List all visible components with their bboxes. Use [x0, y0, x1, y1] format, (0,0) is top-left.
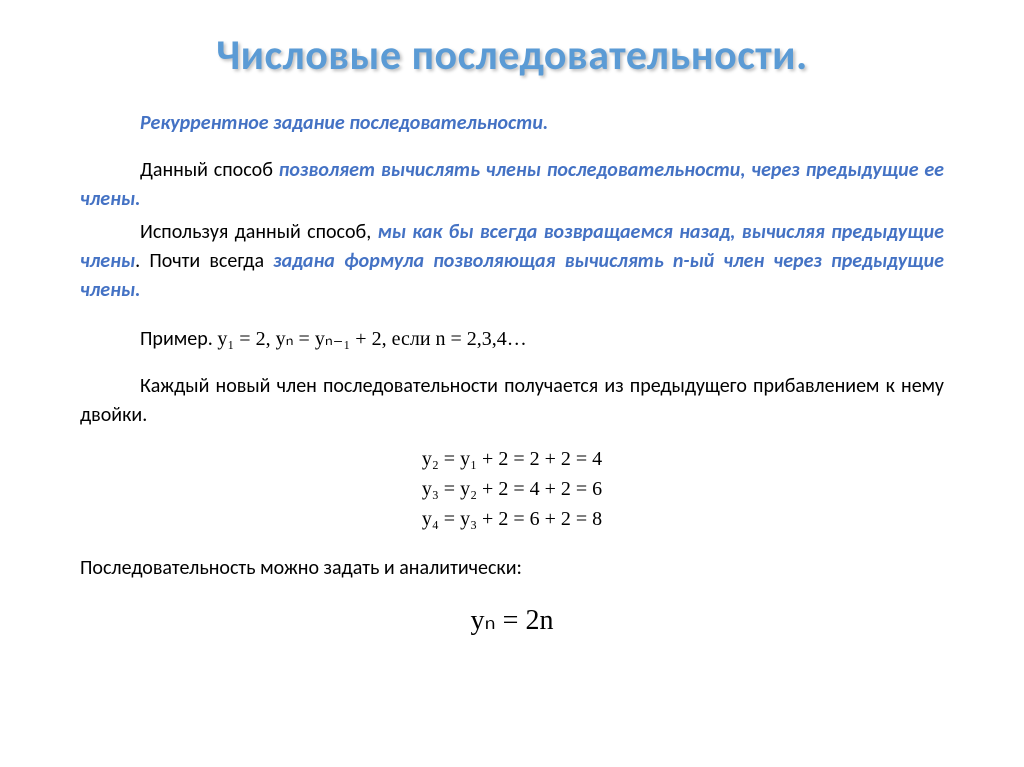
example-label: Пример.	[140, 327, 217, 351]
equation-block: y₂ = y₁ + 2 = 2 + 2 = 4 y₃ = y₂ + 2 = 4 …	[80, 444, 944, 534]
equation-2: y₃ = y₂ + 2 = 4 + 2 = 6	[80, 474, 944, 504]
equation-3: y₄ = y₃ + 2 = 6 + 2 = 8	[80, 504, 944, 534]
subtitle: Рекуррентное задание последовательности.	[80, 109, 944, 138]
p2-plain-a: Используя данный способ,	[140, 220, 377, 244]
paragraph-1: Данный способ позволяет вычислять члены …	[80, 156, 944, 214]
paragraph-2: Используя данный способ, мы как бы всегд…	[80, 218, 944, 305]
equation-1: y₂ = y₁ + 2 = 2 + 2 = 4	[80, 444, 944, 474]
example-line: Пример. y₁ = 2, yₙ = yₙ₋₁ + 2, если n = …	[80, 325, 944, 354]
final-equation: yₙ = 2n	[80, 601, 944, 642]
content-block: Рекуррентное задание последовательности.…	[50, 109, 974, 642]
example-formula: y₁ = 2, yₙ = yₙ₋₁ + 2, если n = 2,3,4…	[217, 328, 527, 350]
page-title: Числовые последовательности.	[50, 30, 974, 81]
p2-plain-b: . Почти всегда	[135, 249, 273, 273]
paragraph-4: Последовательность можно задать и аналит…	[80, 554, 944, 583]
paragraph-3: Каждый новый член последовательности пол…	[80, 372, 944, 430]
p1-plain: Данный способ	[140, 158, 279, 182]
